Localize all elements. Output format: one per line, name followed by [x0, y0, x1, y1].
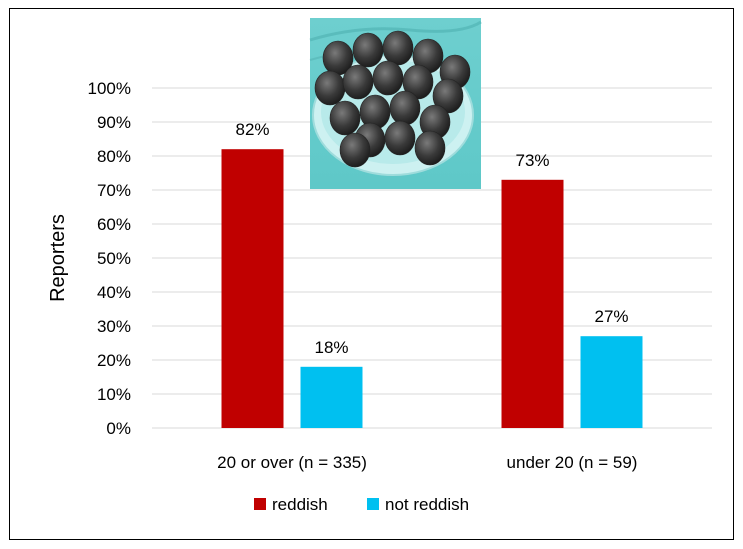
- strawberry: [314, 70, 346, 106]
- y-tick-label: 20%: [97, 351, 131, 370]
- y-tick-label: 70%: [97, 181, 131, 200]
- strawberry: [339, 132, 371, 168]
- strawberry: [384, 120, 416, 156]
- legend-label: reddish: [272, 495, 328, 514]
- legend-swatch: [367, 498, 379, 510]
- bars: [221, 149, 643, 428]
- y-tick-label: 90%: [97, 113, 131, 132]
- data-labels: 82% 18% 73% 27%: [235, 120, 628, 357]
- data-label: 73%: [515, 151, 549, 170]
- data-label: 27%: [594, 307, 628, 326]
- y-tick-label: 30%: [97, 317, 131, 336]
- data-label: 18%: [314, 338, 348, 357]
- y-tick-label: 10%: [97, 385, 131, 404]
- y-tick-label: 0%: [106, 419, 131, 438]
- y-tick-label: 100%: [88, 79, 131, 98]
- bar: [221, 149, 284, 428]
- strawberry: [342, 64, 374, 100]
- y-axis-ticks: 0% 10% 20% 30% 40% 50% 60% 70% 80% 90% 100%: [88, 79, 131, 438]
- legend-label: not reddish: [385, 495, 469, 514]
- category-label: 20 or over (n = 335): [217, 453, 367, 472]
- strawberry: [352, 32, 384, 68]
- bar: [300, 366, 363, 428]
- y-tick-label: 50%: [97, 249, 131, 268]
- strawberry: [329, 100, 361, 136]
- y-tick-label: 60%: [97, 215, 131, 234]
- y-tick-label: 80%: [97, 147, 131, 166]
- strawberry: [382, 30, 414, 66]
- strawberry: [414, 130, 446, 166]
- legend: reddish not reddish: [254, 495, 469, 514]
- y-axis-label: Reporters: [47, 214, 69, 302]
- data-label: 82%: [235, 120, 269, 139]
- bar: [501, 179, 564, 428]
- strawberry: [389, 90, 421, 126]
- category-labels: 20 or over (n = 335) under 20 (n = 59): [217, 453, 637, 472]
- category-label: under 20 (n = 59): [507, 453, 638, 472]
- y-tick-label: 40%: [97, 283, 131, 302]
- bar: [580, 336, 643, 428]
- strawberry: [372, 60, 404, 96]
- strawberries-photo: [309, 18, 482, 189]
- legend-swatch: [254, 498, 266, 510]
